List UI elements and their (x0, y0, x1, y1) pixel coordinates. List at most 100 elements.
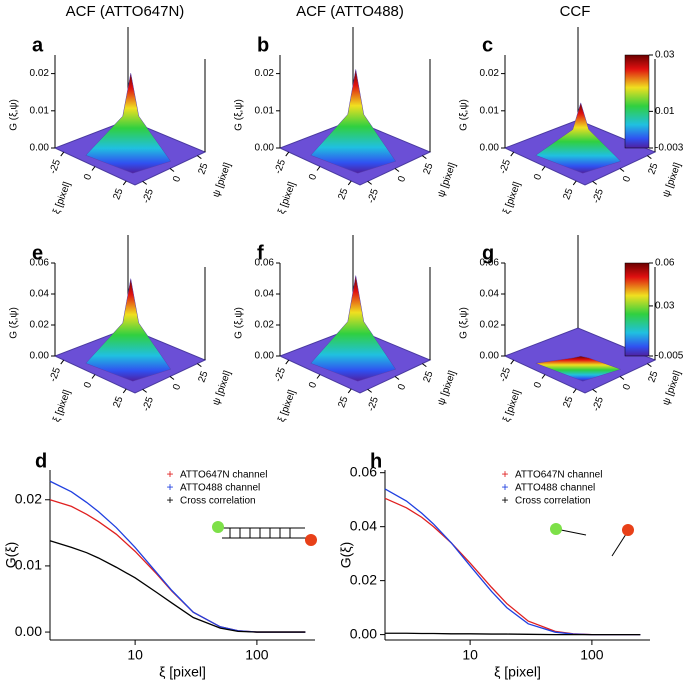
y-tick (169, 376, 175, 380)
legend-marker: + (166, 467, 173, 481)
y-tick-label: 0 (171, 382, 183, 391)
y-tick (592, 388, 597, 393)
x-tick-label: -25 (48, 158, 63, 176)
free-dyes-cartoon (550, 523, 634, 557)
x-axis-label: ξ [pixel] (276, 180, 298, 215)
z-tick-label: 0.02 (480, 68, 500, 79)
panel-letter: d (35, 450, 47, 472)
x-tick-label: 25 (561, 187, 575, 202)
y-tick-label: 25 (647, 161, 661, 176)
y-tick (197, 363, 202, 368)
y-tick-label: 0 (171, 174, 183, 183)
z-tick-label: 0.00 (255, 351, 275, 362)
x-tick-label: 0 (82, 380, 94, 389)
z-tick-label: 0.00 (255, 143, 275, 154)
x-tick-label: -25 (498, 158, 513, 176)
surface-peak (310, 69, 397, 174)
z-axis-label: G (ξ,ψ) (459, 307, 470, 339)
x-tick-label: 0 (532, 380, 544, 389)
legend-marker: + (501, 480, 508, 494)
z-axis-label: G (ξ,ψ) (9, 307, 20, 339)
y-tick (619, 168, 625, 172)
x-tick (572, 388, 577, 394)
x-tick (91, 374, 96, 379)
series-line (384, 497, 641, 636)
legend-marker: + (501, 493, 508, 507)
y-axis-label: G(ξ) (338, 542, 354, 568)
y-tick-label: 0.00 (15, 623, 42, 639)
y-tick (647, 363, 652, 368)
y-axis-label: G(ξ) (3, 542, 19, 568)
surface-peak (85, 73, 172, 174)
y-tick-label: 0 (396, 382, 408, 391)
surface-peak (534, 355, 622, 382)
z-tick-label: 0.01 (255, 105, 275, 116)
legend-label: Cross correlation (180, 496, 256, 507)
legend-marker: + (501, 467, 508, 481)
colorbar-label: 0.01 (655, 106, 675, 117)
colorbar-label: -0.005 (655, 351, 684, 362)
x-tick-label: 100 (580, 647, 604, 663)
z-tick-label: 0.06 (255, 258, 275, 269)
y-axis-label: ψ [pixel] (661, 369, 684, 407)
colorbar-label: 0.03 (655, 50, 675, 61)
panel-letter: g (482, 242, 494, 264)
z-tick-label: 0.04 (255, 289, 275, 300)
y-tick (422, 363, 427, 368)
x-tick-label: 0 (307, 172, 319, 181)
y-tick-label: 0.01 (15, 557, 42, 573)
x-tick-label: 25 (336, 395, 350, 410)
y-tick-label: -25 (141, 187, 156, 205)
x-axis-label: ξ [pixel] (51, 180, 73, 215)
x-tick-label: -25 (48, 366, 63, 384)
x-tick (60, 151, 65, 157)
y-tick-label: 25 (422, 369, 436, 384)
x-tick-label: 0 (532, 172, 544, 181)
legend-marker: + (166, 493, 173, 507)
panel-letter: h (370, 450, 382, 472)
y-tick-label: 0.04 (350, 517, 377, 533)
series-line (49, 499, 306, 633)
legend-label: ATTO647N channel (515, 470, 602, 481)
z-tick-label: 0.02 (480, 320, 500, 331)
z-axis-label: G (ξ,ψ) (459, 99, 470, 131)
y-axis-label: ψ [pixel] (436, 369, 459, 407)
x-tick (510, 359, 515, 365)
z-tick-label: 0.00 (480, 143, 500, 154)
z-tick-label: 0.02 (30, 320, 50, 331)
y-tick (647, 155, 652, 160)
series-line (49, 480, 306, 633)
y-tick-label: -25 (366, 395, 381, 413)
y-tick (169, 168, 175, 172)
z-tick-label: 0.02 (255, 320, 275, 331)
x-axis-label: ξ [pixel] (494, 664, 541, 680)
x-tick (122, 180, 127, 186)
x-tick-label: 25 (561, 395, 575, 410)
x-tick-label: 10 (462, 647, 478, 663)
y-tick-label: -25 (366, 187, 381, 205)
x-tick-label: -25 (273, 366, 288, 384)
y-tick (142, 180, 147, 185)
surface-peak (535, 102, 622, 174)
panel-title: CCF (560, 3, 591, 20)
legend-marker: + (166, 480, 173, 494)
x-tick (572, 180, 577, 186)
panel-letter: b (257, 34, 269, 56)
legend-label: ATTO647N channel (180, 470, 267, 481)
y-tick-label: 25 (647, 369, 661, 384)
panel-letter: c (482, 34, 493, 56)
x-tick (316, 374, 321, 379)
legend-label: Cross correlation (515, 496, 591, 507)
y-tick (367, 388, 372, 393)
z-axis-label: G (ξ,ψ) (234, 99, 245, 131)
colorbar-label: 0.03 (655, 301, 675, 312)
panel-letter: e (32, 242, 43, 264)
y-axis-label: ψ [pixel] (661, 161, 684, 199)
z-tick-label: 0.04 (30, 289, 50, 300)
y-tick-label: -25 (591, 395, 606, 413)
y-axis-label: ψ [pixel] (436, 161, 459, 199)
z-tick-label: 0.02 (255, 68, 275, 79)
y-axis-label: ψ [pixel] (211, 369, 234, 407)
z-tick-label: 0.01 (480, 105, 500, 116)
z-tick-label: 0.01 (30, 105, 50, 116)
